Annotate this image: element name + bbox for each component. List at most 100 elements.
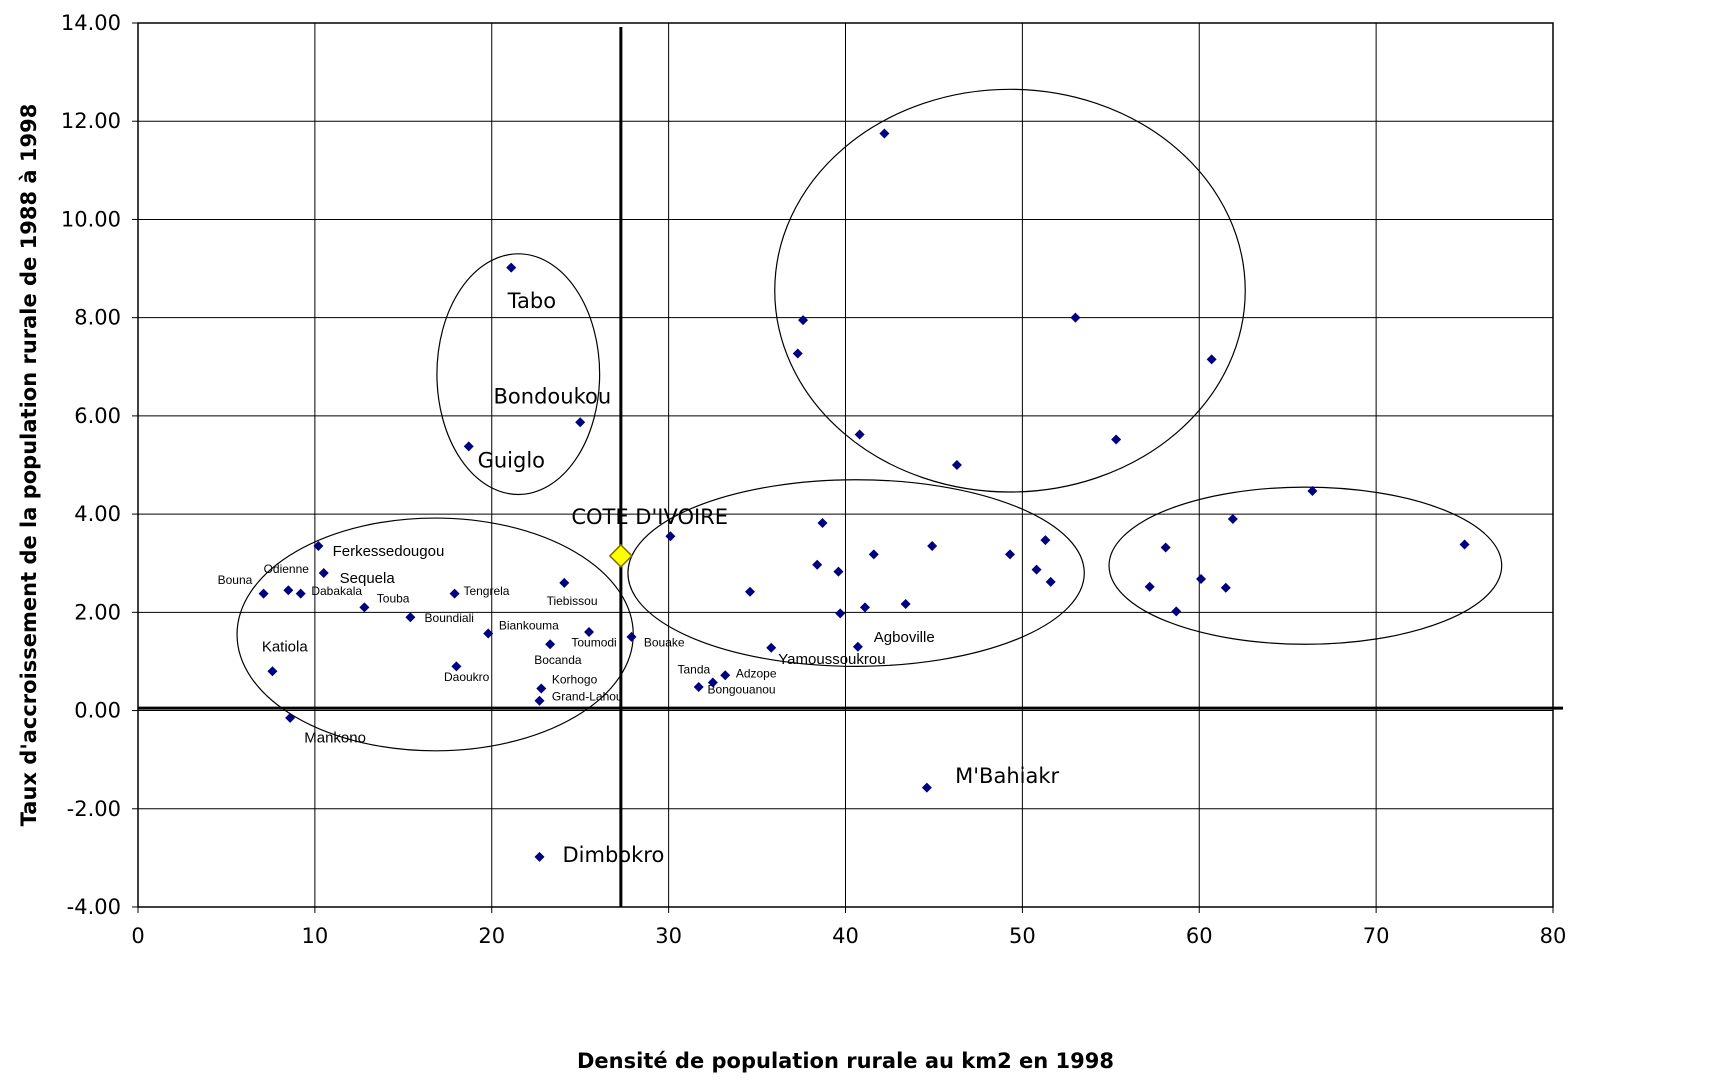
- point-label: Bouake: [644, 636, 685, 650]
- x-tick-label: 40: [832, 924, 859, 948]
- data-point: [258, 588, 269, 599]
- data-point: [584, 626, 595, 637]
- y-tick-label: 6.00: [74, 404, 121, 428]
- x-tick-label: 0: [131, 924, 144, 948]
- data-point: [744, 586, 755, 597]
- data-point: [463, 441, 474, 452]
- x-tick-label: 10: [302, 924, 329, 948]
- data-point: [859, 602, 870, 613]
- reference-lines: [138, 27, 1563, 907]
- point-label: Odienne: [264, 562, 310, 576]
- y-tick-label: 8.00: [74, 306, 121, 330]
- data-point: [707, 677, 718, 688]
- y-tick-label: 10.00: [61, 207, 121, 231]
- highlight-point: [608, 543, 633, 568]
- point-label: Grand-Lahou: [552, 690, 623, 704]
- data-point: [318, 568, 329, 579]
- point-label: Guiglo: [478, 448, 545, 472]
- data-point: [313, 541, 324, 552]
- point-label: Tiebissou: [547, 594, 598, 608]
- point-label: Dabakala: [311, 584, 362, 598]
- data-point: [1031, 564, 1042, 575]
- data-point: [1111, 434, 1122, 445]
- point-label: Touba: [377, 592, 410, 606]
- y-tick-label: 12.00: [61, 109, 121, 133]
- data-point: [868, 549, 879, 560]
- point-label: M'Bahiakr: [955, 764, 1059, 788]
- data-point: [900, 598, 911, 609]
- data-point: [1307, 486, 1318, 497]
- data-point: [833, 566, 844, 577]
- x-tick-label: 70: [1363, 924, 1390, 948]
- data-point: [1045, 576, 1056, 587]
- data-point: [852, 641, 863, 652]
- point-label: Daoukro: [444, 670, 490, 684]
- data-point: [854, 429, 865, 440]
- point-label: Bocanda: [534, 653, 582, 667]
- cluster-ellipse: [436, 253, 601, 496]
- point-label: Biankouma: [499, 619, 559, 633]
- data-point: [359, 602, 370, 613]
- data-point: [451, 661, 462, 672]
- data-point: [879, 128, 890, 139]
- data-point: [1206, 354, 1217, 365]
- point-label: Korhogo: [552, 673, 598, 687]
- cluster-ellipse: [1108, 486, 1503, 645]
- data-point: [545, 639, 556, 650]
- x-tick-label: 80: [1540, 924, 1567, 948]
- data-point: [285, 712, 296, 723]
- point-label: Bongouanou: [708, 682, 776, 696]
- data-point: [766, 642, 777, 653]
- x-tick-label: 20: [478, 924, 505, 948]
- y-tick-label: -2.00: [67, 797, 121, 821]
- data-point: [1171, 606, 1182, 617]
- data-point: [921, 782, 932, 793]
- data-point: [575, 417, 586, 428]
- data-point: [693, 681, 704, 692]
- y-tick-label: 0.00: [74, 699, 121, 723]
- data-point: [295, 588, 306, 599]
- y-tick-label: -4.00: [67, 895, 121, 919]
- data-point: [506, 262, 517, 273]
- data-point: [1160, 542, 1171, 553]
- data-point: [1070, 312, 1081, 323]
- data-point: [534, 851, 545, 862]
- point-label: Ferkessedougou: [333, 543, 445, 560]
- gridlines: [138, 23, 1553, 907]
- data-point: [536, 683, 547, 694]
- x-tick-label: 50: [1009, 924, 1036, 948]
- data-point: [283, 585, 294, 596]
- point-label: Dimbokro: [563, 843, 665, 867]
- cluster-ellipse: [774, 88, 1246, 493]
- data-point: [449, 588, 460, 599]
- y-axis-title: Taux d'accroissement de la population ru…: [17, 104, 41, 827]
- x-tick-label: 30: [655, 924, 682, 948]
- data-point: [792, 348, 803, 359]
- data-point: [267, 666, 278, 677]
- point-label: Tabo: [507, 289, 556, 313]
- highlight-point-group: [608, 543, 633, 568]
- point-label: Agboville: [874, 629, 935, 646]
- data-point: [927, 541, 938, 552]
- y-tick-label: 2.00: [74, 600, 121, 624]
- data-point: [1196, 573, 1207, 584]
- data-point: [812, 559, 823, 570]
- y-axis-ticks: -4.00 -2.00 0.00 2.00 4.00 6.00 8.00 10.00 12.00…: [61, 11, 138, 919]
- data-point: [798, 315, 809, 326]
- data-point: [626, 631, 637, 642]
- data-point: [1040, 535, 1051, 546]
- data-point: [1004, 549, 1015, 560]
- point-label: Bondoukou: [494, 385, 612, 409]
- point-label: Toumodi: [571, 636, 616, 650]
- data-point: [835, 608, 846, 619]
- point-label: Bouna: [218, 573, 253, 587]
- x-axis-ticks: 0 10 20 30 40 50 60 70 80: [131, 907, 1566, 948]
- point-labels: Tabo Bondoukou Guiglo COTE D'IVOIRE Ferkesse…: [218, 289, 1060, 867]
- point-label: Yamoussoukrou: [778, 651, 885, 668]
- data-point: [817, 517, 828, 528]
- data-point: [665, 531, 676, 542]
- data-point: [483, 628, 494, 639]
- data-point: [1227, 514, 1238, 525]
- data-point: [720, 670, 731, 681]
